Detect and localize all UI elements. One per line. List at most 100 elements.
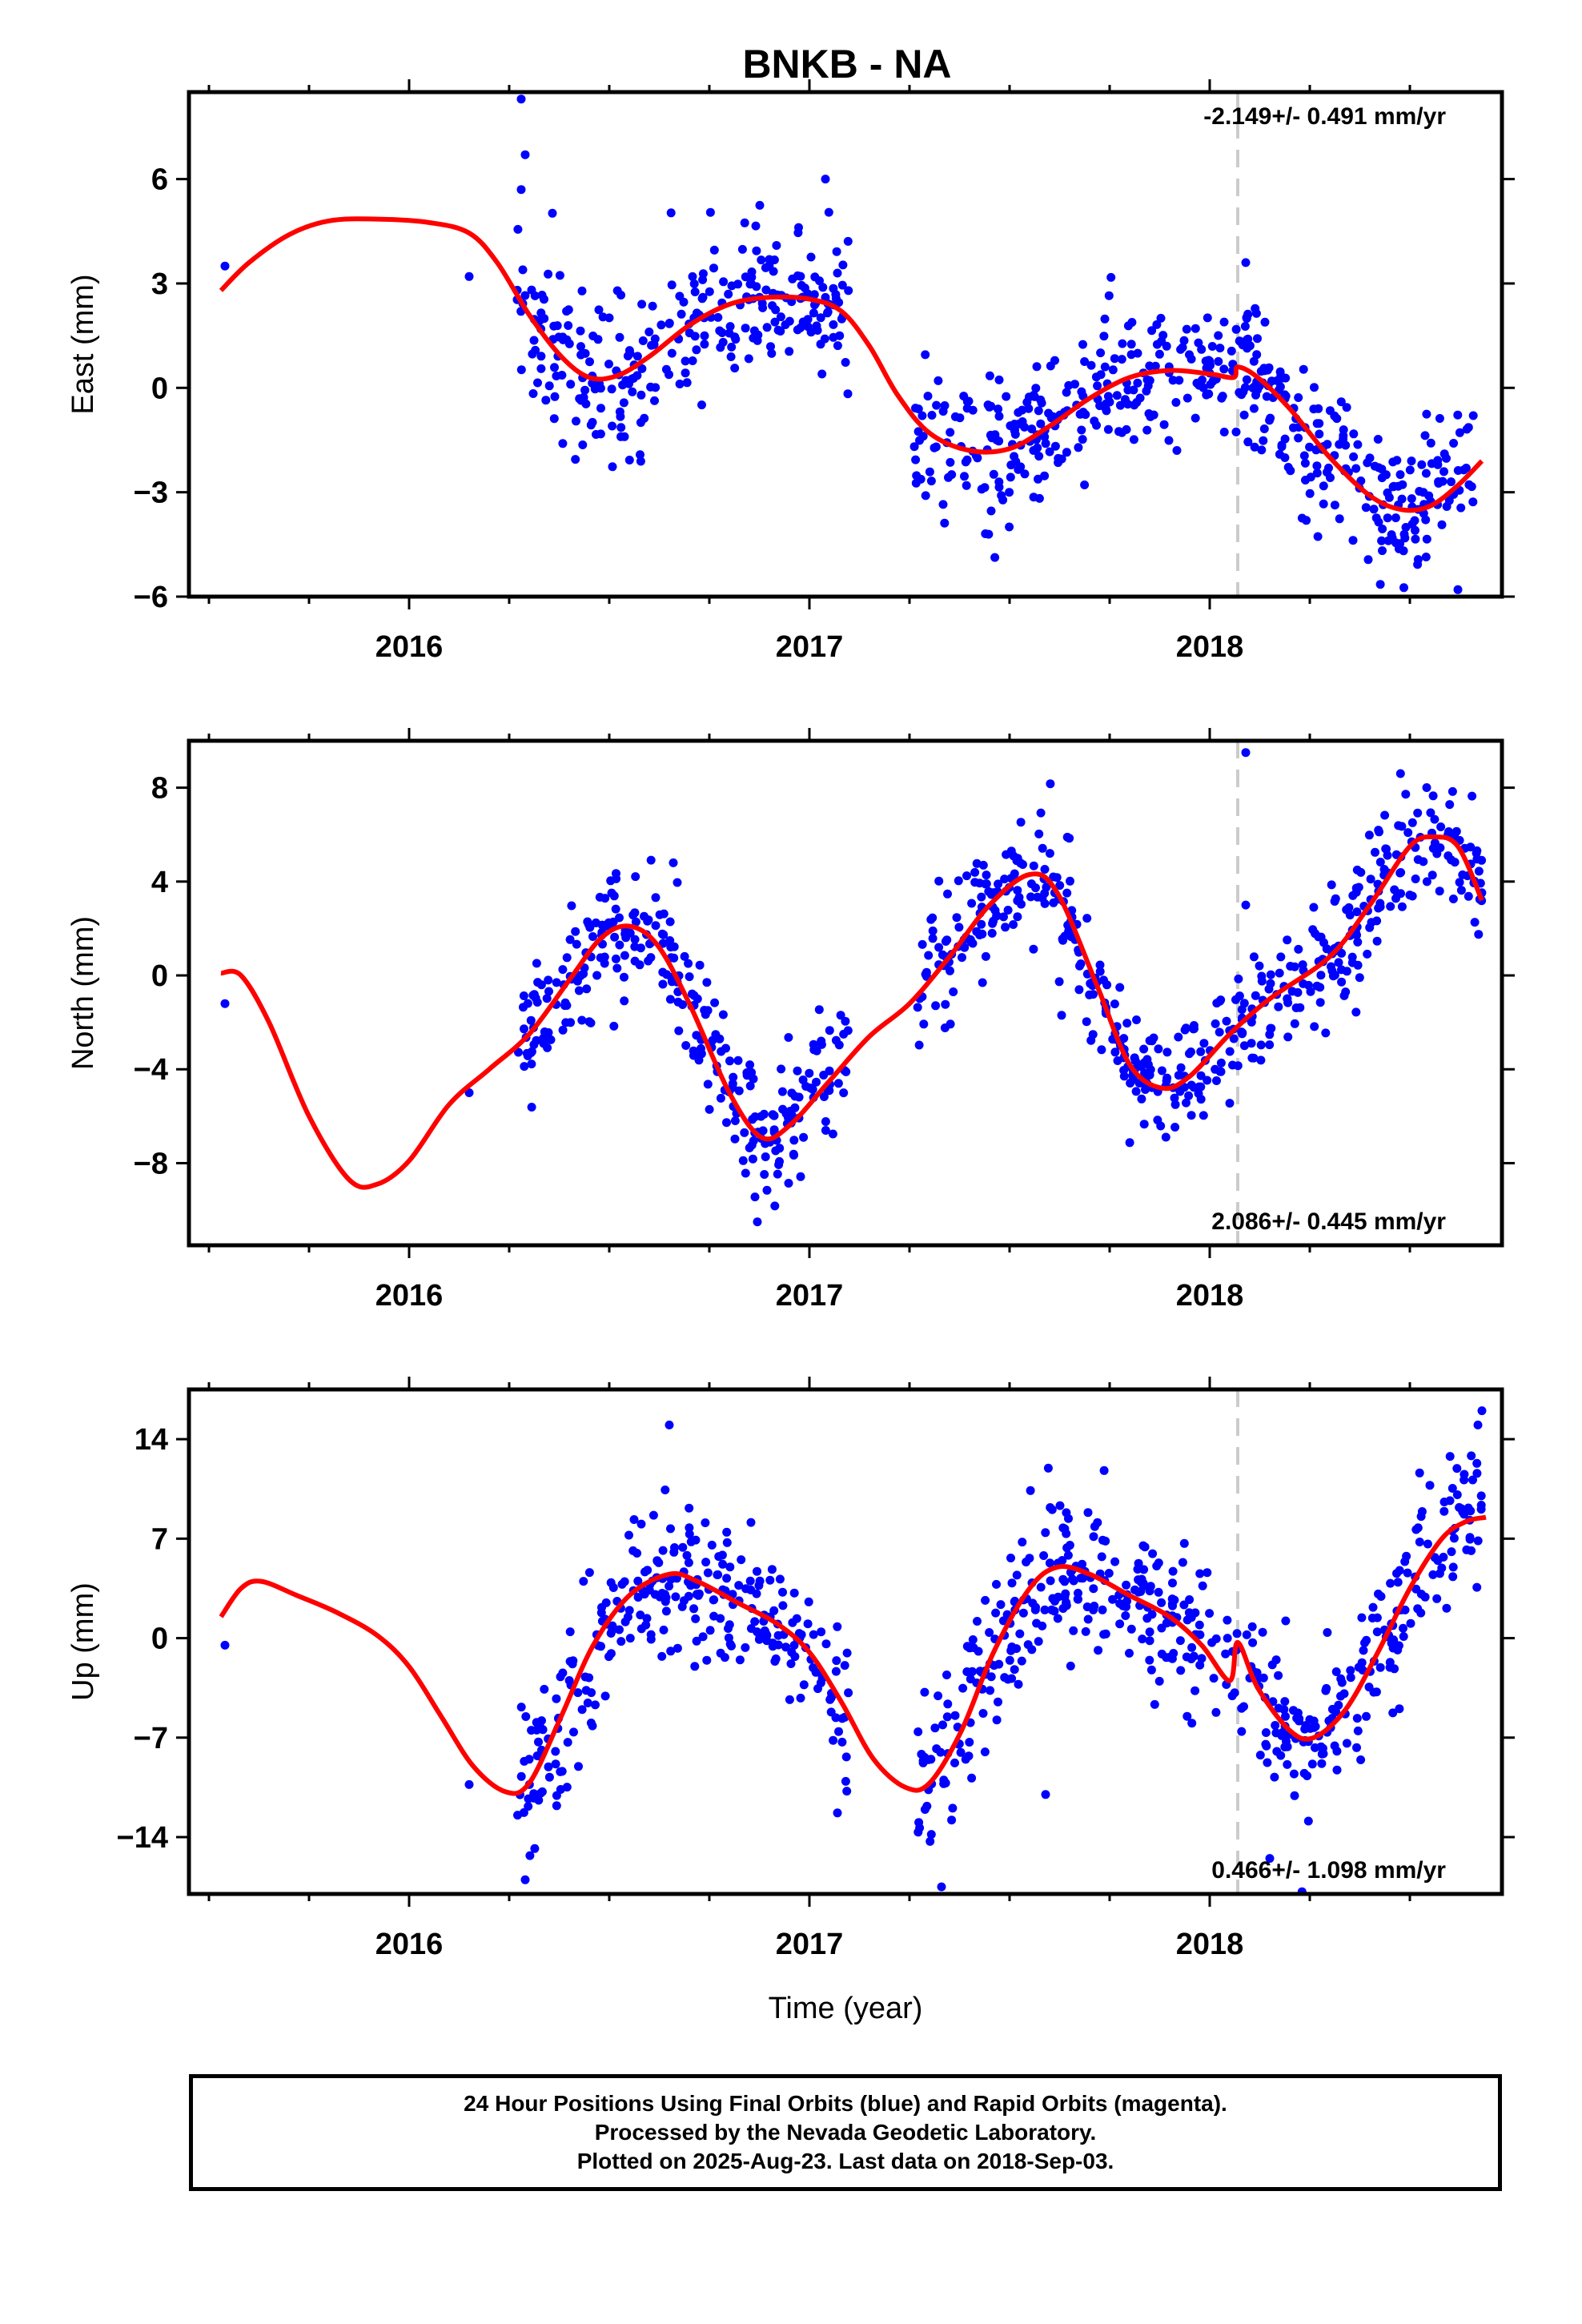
data-point	[770, 1201, 780, 1211]
data-point	[1108, 365, 1118, 375]
data-point	[620, 1617, 630, 1626]
data-point	[949, 987, 958, 996]
data-point	[1317, 1759, 1327, 1768]
data-point	[582, 984, 592, 994]
data-point	[1336, 1691, 1345, 1701]
data-point	[1018, 405, 1027, 415]
data-point	[681, 368, 690, 378]
data-point	[1212, 1076, 1221, 1085]
data-point	[516, 94, 526, 104]
data-point	[1247, 1622, 1257, 1631]
data-point	[1125, 1648, 1134, 1658]
data-point	[809, 1039, 818, 1049]
data-point	[989, 469, 998, 479]
data-point	[1391, 894, 1400, 903]
data-point	[1367, 918, 1376, 927]
data-point	[681, 356, 690, 366]
data-point	[536, 1788, 545, 1798]
data-point	[1184, 1608, 1194, 1618]
data-point	[803, 315, 813, 324]
data-point	[825, 1026, 834, 1035]
data-point	[1405, 891, 1415, 900]
data-point	[1172, 446, 1182, 455]
data-point	[1319, 499, 1328, 509]
data-point	[829, 1735, 838, 1745]
data-point	[1386, 1578, 1395, 1588]
data-point	[637, 300, 647, 309]
data-point	[805, 1068, 814, 1078]
data-point	[1263, 1758, 1272, 1767]
data-point	[1095, 960, 1105, 970]
data-point	[1448, 1572, 1458, 1582]
data-point	[928, 934, 938, 943]
data-point	[564, 305, 573, 315]
data-point	[1262, 392, 1271, 401]
data-point	[1342, 967, 1351, 976]
data-point	[781, 1109, 791, 1119]
data-point	[991, 1608, 1001, 1618]
data-point	[1374, 826, 1383, 835]
data-point	[552, 1801, 561, 1811]
data-point	[1274, 1671, 1283, 1680]
data-point	[1372, 1627, 1382, 1637]
data-point	[1002, 392, 1011, 401]
data-point	[1129, 435, 1138, 444]
data-point	[1240, 383, 1250, 392]
data-point	[1195, 1660, 1205, 1670]
data-point	[596, 429, 605, 439]
data-point	[565, 935, 575, 944]
data-point	[588, 332, 598, 340]
data-point	[719, 277, 729, 287]
data-point	[1171, 398, 1181, 407]
data-point	[620, 972, 628, 982]
data-point	[564, 321, 573, 330]
data-point	[1299, 451, 1309, 460]
data-point	[1126, 340, 1136, 349]
data-point	[1095, 967, 1105, 976]
data-point	[1325, 406, 1335, 416]
data-point	[734, 1581, 744, 1590]
data-point	[527, 285, 536, 295]
data-point	[1176, 1666, 1186, 1675]
data-point	[1219, 317, 1229, 327]
data-point	[1425, 1481, 1435, 1490]
data-point	[994, 412, 1004, 421]
data-point	[1026, 1486, 1035, 1495]
data-point	[803, 1619, 813, 1629]
data-point	[530, 1844, 540, 1853]
data-point	[556, 1767, 565, 1776]
data-point	[1422, 409, 1431, 419]
data-point	[1300, 1724, 1310, 1734]
data-point	[1258, 1627, 1267, 1637]
data-point	[1184, 1091, 1194, 1100]
data-point	[1117, 428, 1126, 437]
data-point	[1153, 1116, 1162, 1125]
data-point	[1032, 1618, 1042, 1628]
data-point	[710, 998, 720, 1007]
data-point	[1442, 453, 1451, 463]
data-point	[960, 472, 969, 481]
data-point	[638, 336, 648, 345]
data-point	[1476, 1501, 1486, 1510]
data-point	[1449, 1534, 1459, 1543]
data-point	[1389, 1636, 1399, 1646]
data-point	[1271, 1728, 1281, 1738]
data-point	[1057, 1011, 1066, 1020]
data-point	[621, 376, 631, 385]
data-point	[1007, 1578, 1017, 1588]
data-point	[1168, 376, 1178, 385]
data-point	[1089, 1584, 1098, 1594]
data-point	[606, 1629, 616, 1638]
data-point	[709, 1595, 719, 1605]
data-point	[620, 951, 629, 960]
data-point	[1472, 1458, 1482, 1468]
data-point	[656, 320, 666, 330]
data-point	[1255, 1751, 1265, 1760]
data-point	[524, 1755, 534, 1764]
data-point	[642, 1614, 652, 1623]
data-point	[1299, 364, 1308, 374]
data-point	[513, 1811, 522, 1820]
data-point	[705, 287, 714, 296]
data-point	[1098, 1605, 1107, 1614]
data-point	[1305, 442, 1315, 452]
